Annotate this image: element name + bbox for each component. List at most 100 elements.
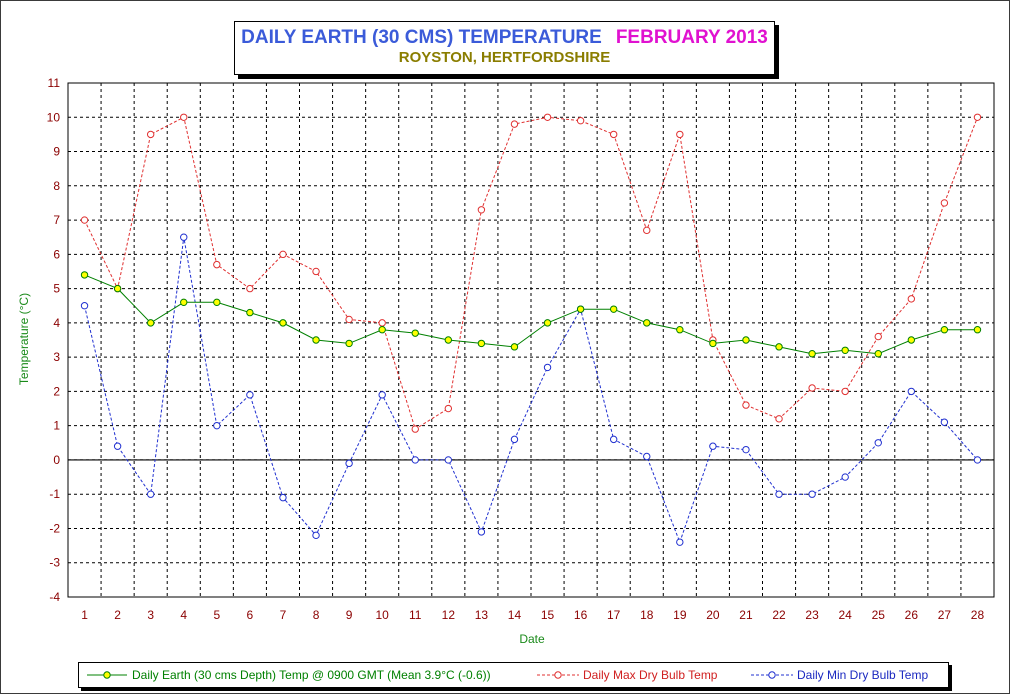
gridlines [68,83,994,597]
y-tick-label: 1 [53,419,60,433]
legend-swatch-marker-max-temp [554,671,562,679]
x-tick-label: 18 [640,608,654,622]
legend-label-min-temp: Daily Min Dry Bulb Temp [797,668,929,682]
data-point-min-temp [312,531,320,540]
data-point-min-temp [643,452,651,461]
x-tick-label: 17 [607,608,621,622]
data-point-earth-temp [709,339,717,348]
legend-label-max-temp: Daily Max Dry Bulb Temp [583,668,718,682]
x-tick-label: 6 [247,608,254,622]
x-tick-label: 20 [706,608,720,622]
data-point-max-temp [940,199,949,207]
x-tick-label: 15 [541,608,555,622]
legend-swatch-marker-earth-temp [103,671,111,679]
axes [67,82,995,598]
data-point-max-temp [345,315,353,324]
x-tick-label: 7 [280,608,287,622]
data-point-earth-temp [312,336,320,344]
data-point-min-temp [709,442,717,450]
data-point-min-temp [940,418,949,426]
y-tick-label: 5 [53,282,60,296]
data-point-earth-temp [808,350,816,358]
data-point-min-temp [345,459,353,468]
data-point-min-temp [213,421,221,430]
data-point-max-temp [742,401,750,409]
x-tick-label: 28 [971,608,985,622]
data-point-min-temp [543,363,552,372]
x-tick-label: 2 [114,608,121,622]
x-tick-label: 3 [147,608,154,622]
legend: Daily Earth (30 cms Depth) Temp @ 0900 G… [78,662,949,688]
data-point-min-temp [609,435,618,444]
chart-title-month: FEBRUARY 2013 [615,27,768,48]
x-tick-label: 16 [574,608,588,622]
x-tick-label: 27 [938,608,952,622]
data-point-earth-temp [378,326,386,334]
data-point-earth-temp [213,298,221,307]
x-tick-label: 21 [739,608,753,622]
chart-title: DAILY EARTH (30 CMS) TEMPERATURE FEBRUARY… [235,27,774,49]
data-point-max-temp [973,113,982,121]
data-point-min-temp [808,490,816,498]
y-axis-title: Temperature (°C) [17,293,31,385]
data-point-max-temp [907,295,916,303]
data-point-max-temp [775,415,783,423]
series-line-earth-temp [84,274,978,355]
data-point-earth-temp [609,305,618,313]
series-line-min-temp [84,237,978,544]
data-point-max-temp [874,332,882,341]
y-tick-label: 3 [53,350,60,364]
data-point-earth-temp [940,326,949,334]
data-point-min-temp [378,391,386,399]
data-point-min-temp [907,387,916,396]
data-point-earth-temp [345,339,353,348]
y-tick-label: -4 [49,590,60,604]
data-point-earth-temp [742,336,750,344]
y-tick-label: 2 [53,384,60,398]
chart-subtitle: ROYSTON, HERTFORDSHIRE [398,49,611,66]
data-point-earth-temp [874,350,882,358]
y-tick-label: 7 [53,213,60,227]
y-tick-label: 11 [48,76,61,90]
data-point-max-temp [643,226,651,235]
data-point-min-temp [80,302,89,310]
data-point-earth-temp [775,343,783,351]
x-tick-label: 10 [375,608,389,622]
data-point-earth-temp [80,271,89,279]
x-tick-label: 13 [475,608,489,622]
series-line-max-temp [84,116,978,430]
data-point-max-temp [180,113,188,121]
legend-swatch-marker-min-temp [768,671,776,679]
data-point-earth-temp [907,336,916,344]
y-tick-label: 9 [53,145,60,159]
data-point-min-temp [477,528,486,536]
data-point-max-temp [246,284,254,293]
data-point-max-temp [841,387,849,396]
data-point-earth-temp [973,326,982,334]
y-tick-label: 6 [53,247,60,261]
data-point-min-temp [146,490,155,498]
x-tick-label: 22 [772,608,786,622]
x-tick-label: 4 [180,608,187,622]
data-point-min-temp [113,442,122,450]
x-tick-label: 14 [508,608,522,622]
y-tick-label: 8 [53,179,60,193]
data-point-max-temp [411,425,419,433]
x-tick-label: 5 [213,608,220,622]
chart-title-main: DAILY EARTH (30 CMS) TEMPERATURE [241,27,602,48]
data-point-min-temp [411,456,419,464]
x-tick-label: 23 [805,608,819,622]
y-tick-label: 4 [53,316,60,330]
data-point-max-temp [543,113,552,121]
data-point-min-temp [510,435,519,444]
x-tick-label: 1 [81,608,88,622]
data-point-earth-temp [841,346,849,354]
y-tick-label: -2 [49,521,60,535]
data-point-earth-temp [180,298,188,307]
legend-label-earth-temp: Daily Earth (30 cms Depth) Temp @ 0900 G… [132,668,491,682]
x-tick-label: 24 [838,608,852,622]
x-tick-label: 25 [872,608,886,622]
data-point-min-temp [279,493,287,502]
